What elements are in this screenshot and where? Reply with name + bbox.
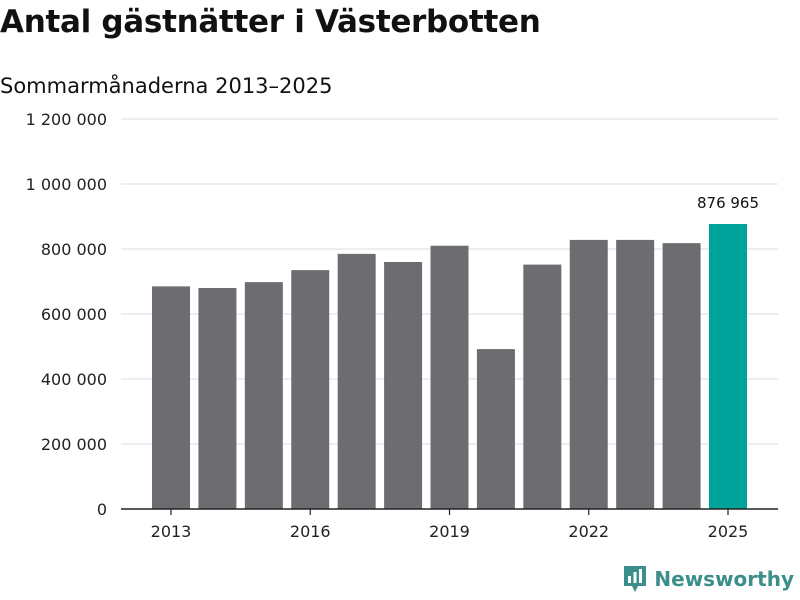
bars [152,223,747,509]
y-tick-label: 0 [97,500,107,519]
y-tick-label: 400 000 [41,370,107,389]
bar-2022 [569,239,608,509]
x-tick-label: 2016 [290,522,331,541]
bar-2024 [662,243,701,509]
y-tick-label: 200 000 [41,435,107,454]
bar-2016 [291,270,330,509]
chart-title: Antal gästnätter i Västerbotten [0,4,541,40]
bar-2021 [523,264,562,509]
brand-logo: Newsworthy [622,564,794,594]
x-axis: 2013 2016 2019 2022 2025 [121,508,778,541]
bar-2014 [198,288,237,509]
bar-2018 [384,262,423,509]
y-tick-label: 600 000 [41,305,107,324]
x-tick-label: 2022 [568,522,609,541]
y-tick-label: 1 000 000 [26,175,107,194]
x-tick-label: 2025 [708,522,749,541]
bar-2023 [616,239,655,509]
bar-2015 [244,282,283,509]
bar-2019 [430,245,469,509]
data-labels: 876 965 [697,194,759,212]
brand-name: Newsworthy [654,567,794,591]
bar-2013 [152,286,190,509]
data-label: 876 965 [697,194,759,212]
chart-subtitle: Sommarmånaderna 2013–2025 [0,74,333,98]
x-tick-label: 2019 [429,522,470,541]
bar-2017 [337,253,376,509]
y-axis-tick-labels: 0 200 000 400 000 600 000 800 000 1 000 000 1 … [26,110,107,519]
bar-2020 [476,349,515,509]
newsworthy-logo-icon [624,566,647,592]
bar-2025 [709,223,747,509]
x-tick-label: 2013 [151,522,192,541]
y-tick-label: 800 000 [41,240,107,259]
y-tick-label: 1 200 000 [26,110,107,129]
